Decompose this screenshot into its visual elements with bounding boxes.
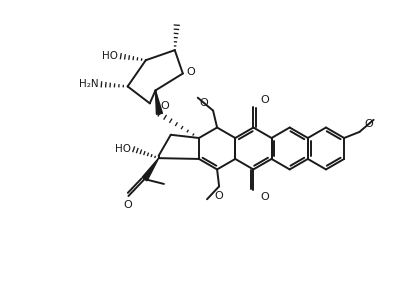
Text: O: O xyxy=(186,66,195,77)
Text: O: O xyxy=(123,200,132,210)
Text: O: O xyxy=(214,191,223,201)
Polygon shape xyxy=(155,91,162,114)
Text: O: O xyxy=(363,119,372,129)
Text: O: O xyxy=(260,95,269,105)
Text: HO: HO xyxy=(102,51,118,61)
Text: O: O xyxy=(199,98,208,108)
Text: O: O xyxy=(160,101,169,111)
Polygon shape xyxy=(142,158,158,181)
Text: O: O xyxy=(260,192,269,202)
Text: HO: HO xyxy=(115,144,131,154)
Text: H₂N: H₂N xyxy=(79,79,99,89)
